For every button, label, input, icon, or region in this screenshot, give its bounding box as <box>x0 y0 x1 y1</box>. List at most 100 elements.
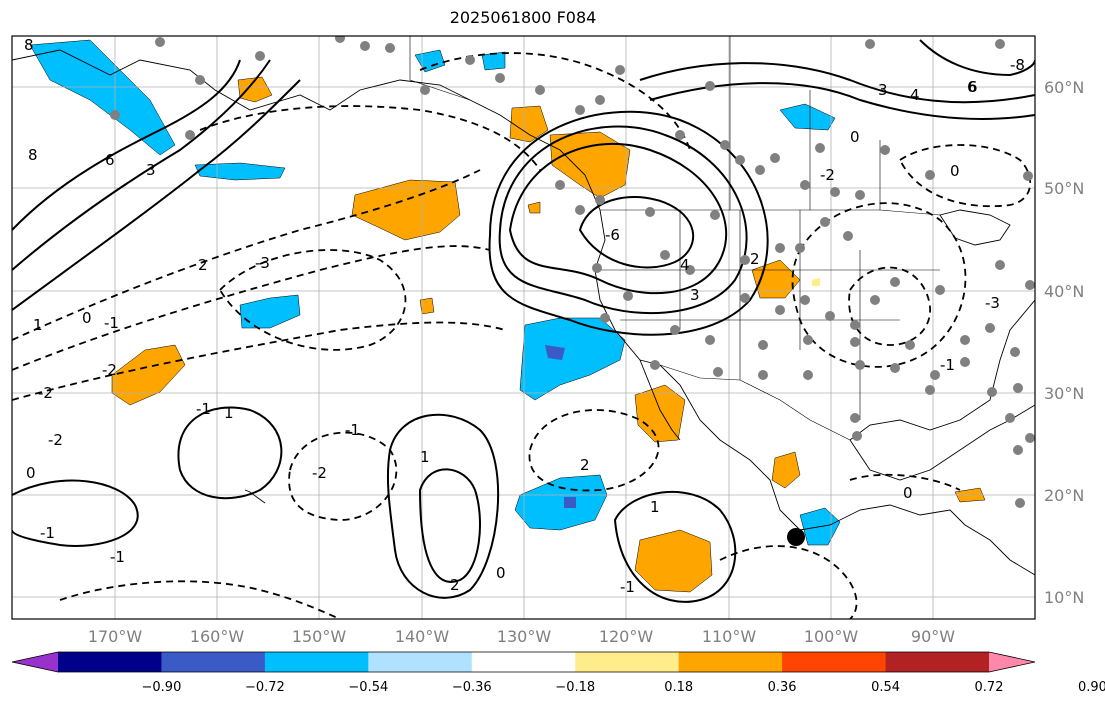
colorbar: −0.90 −0.72 −0.54 −0.36 −0.18 0.18 0.36 0.54 0.7… <box>11 651 1105 695</box>
contour-low-1 <box>177 406 283 500</box>
shade-orange-epac <box>634 529 713 593</box>
contour-ridge-4 <box>578 196 695 269</box>
shade-purple-baja <box>564 497 576 508</box>
svg-text:8: 8 <box>24 36 34 54</box>
colorbar-bin <box>885 652 990 672</box>
lat-label-10: 10°N <box>1044 588 1084 607</box>
contour-labels: 8 6 3 2 1 0 -1 -2 -3 -6 -8 4 3 6 8 0 -3 … <box>24 36 1025 596</box>
svg-text:-3: -3 <box>985 294 1000 312</box>
contour-trough-1 <box>12 169 481 341</box>
contour-northwest-2 <box>12 59 271 271</box>
lon-label-150w: 150°W <box>292 627 347 646</box>
svg-text:0: 0 <box>496 564 506 582</box>
lon-label-110w: 110°W <box>702 627 757 646</box>
svg-text:-1: -1 <box>345 421 360 439</box>
contour-south-1 <box>59 580 341 619</box>
svg-text:-6: -6 <box>605 226 620 244</box>
colorbar-outline <box>11 651 1036 673</box>
shade-blue-canada-hudson <box>779 103 836 131</box>
svg-text:-1: -1 <box>110 548 125 566</box>
svg-text:1: 1 <box>420 448 430 466</box>
shade-blue-yukon <box>481 51 506 71</box>
svg-text:-1: -1 <box>104 314 119 332</box>
colorbar-tick-label: −0.18 <box>555 680 595 695</box>
colorbar-tick-label: −0.54 <box>348 680 388 695</box>
latitude-labels: 60°N 50°N 40°N 30°N 20°N 10°N <box>1044 78 1084 607</box>
shade-blue-california <box>519 317 626 401</box>
svg-text:3: 3 <box>690 286 700 304</box>
colorbar-tick-label: 0.54 <box>871 680 900 695</box>
svg-text:-1: -1 <box>196 400 211 418</box>
lat-label-60: 60°N <box>1044 78 1084 97</box>
svg-text:-1: -1 <box>620 578 635 596</box>
shade-yellow-small <box>812 278 820 286</box>
shade-purple-california <box>545 345 565 360</box>
map-frame <box>11 35 1036 620</box>
contour-ridge-1 <box>508 142 728 295</box>
longitude-labels: 170°W 160°W 150°W 140°W 130°W 120°W 110°… <box>88 627 955 646</box>
lat-label-50: 50°N <box>1044 179 1084 198</box>
contour-northeast-3 <box>919 39 1035 77</box>
contour-trough-4 <box>218 249 407 351</box>
shade-orange-mexico <box>771 451 801 489</box>
svg-text:6: 6 <box>967 78 977 96</box>
svg-text:-2: -2 <box>48 431 63 449</box>
colorbar-bin <box>58 652 162 672</box>
shade-orange-bc-1 <box>509 105 549 143</box>
svg-text:2: 2 <box>750 250 760 268</box>
svg-text:-2: -2 <box>38 384 53 402</box>
coast-alaska <box>12 49 1035 576</box>
svg-text:3: 3 <box>878 81 888 99</box>
borders <box>409 36 941 441</box>
contour-low-west <box>12 479 139 547</box>
coast-hawaii <box>244 489 266 504</box>
border-states-2 <box>600 269 940 321</box>
map-title: 2025061800 F084 <box>449 8 597 27</box>
svg-text:6: 6 <box>968 78 978 96</box>
lat-label-40: 40°N <box>1044 282 1084 301</box>
colorbar-bin <box>368 652 473 672</box>
shade-blue-midpac <box>239 294 301 329</box>
svg-text:-2: -2 <box>312 464 327 482</box>
shade-blue-gulf <box>194 162 286 181</box>
contour-trough-3 <box>12 321 506 401</box>
contour-south-3 <box>849 473 961 491</box>
lon-label-160w: 160°W <box>190 627 245 646</box>
lon-label-170w: 170°W <box>88 627 143 646</box>
shade-orange-small-1 <box>419 297 435 315</box>
colorbar-tick-label: −0.90 <box>142 680 182 695</box>
colorbar-bin <box>782 652 887 672</box>
lat-label-20: 20°N <box>1044 486 1084 505</box>
colorbar-tick-label: 0.18 <box>664 680 693 695</box>
contour-northeast-1 <box>639 62 1035 104</box>
contour-trough-2 <box>12 245 491 371</box>
contour-northwest-1 <box>12 59 241 231</box>
svg-text:3: 3 <box>146 161 156 179</box>
border-canada-prov <box>729 36 881 210</box>
contour-east-2 <box>848 266 931 346</box>
shade-blue-baja <box>514 474 608 531</box>
coast-great-lakes <box>939 209 1011 246</box>
shade-orange-bc-2 <box>549 131 631 199</box>
lon-label-130w: 130°W <box>497 627 552 646</box>
colorbar-tick-label: −0.36 <box>452 680 492 695</box>
svg-text:-3: -3 <box>255 254 270 272</box>
colorbar-tick-label: 0.72 <box>975 680 1004 695</box>
contour-ridge-2 <box>498 125 748 315</box>
svg-text:1: 1 <box>650 498 660 516</box>
shade-orange-baja <box>634 384 686 443</box>
colorbar-extend-low <box>12 652 58 672</box>
svg-text:0: 0 <box>850 128 860 146</box>
border-us-mexico <box>659 364 851 441</box>
station-dots <box>110 36 1035 508</box>
svg-text:4: 4 <box>910 86 920 104</box>
lon-label-120w: 120°W <box>599 627 654 646</box>
contour-north-2 <box>199 105 541 171</box>
svg-text:-2: -2 <box>102 361 117 379</box>
svg-text:0: 0 <box>950 162 960 180</box>
svg-text:0: 0 <box>903 484 913 502</box>
svg-text:1: 1 <box>224 404 234 422</box>
svg-text:4: 4 <box>680 256 690 274</box>
contour-ridge-3 <box>488 110 769 336</box>
